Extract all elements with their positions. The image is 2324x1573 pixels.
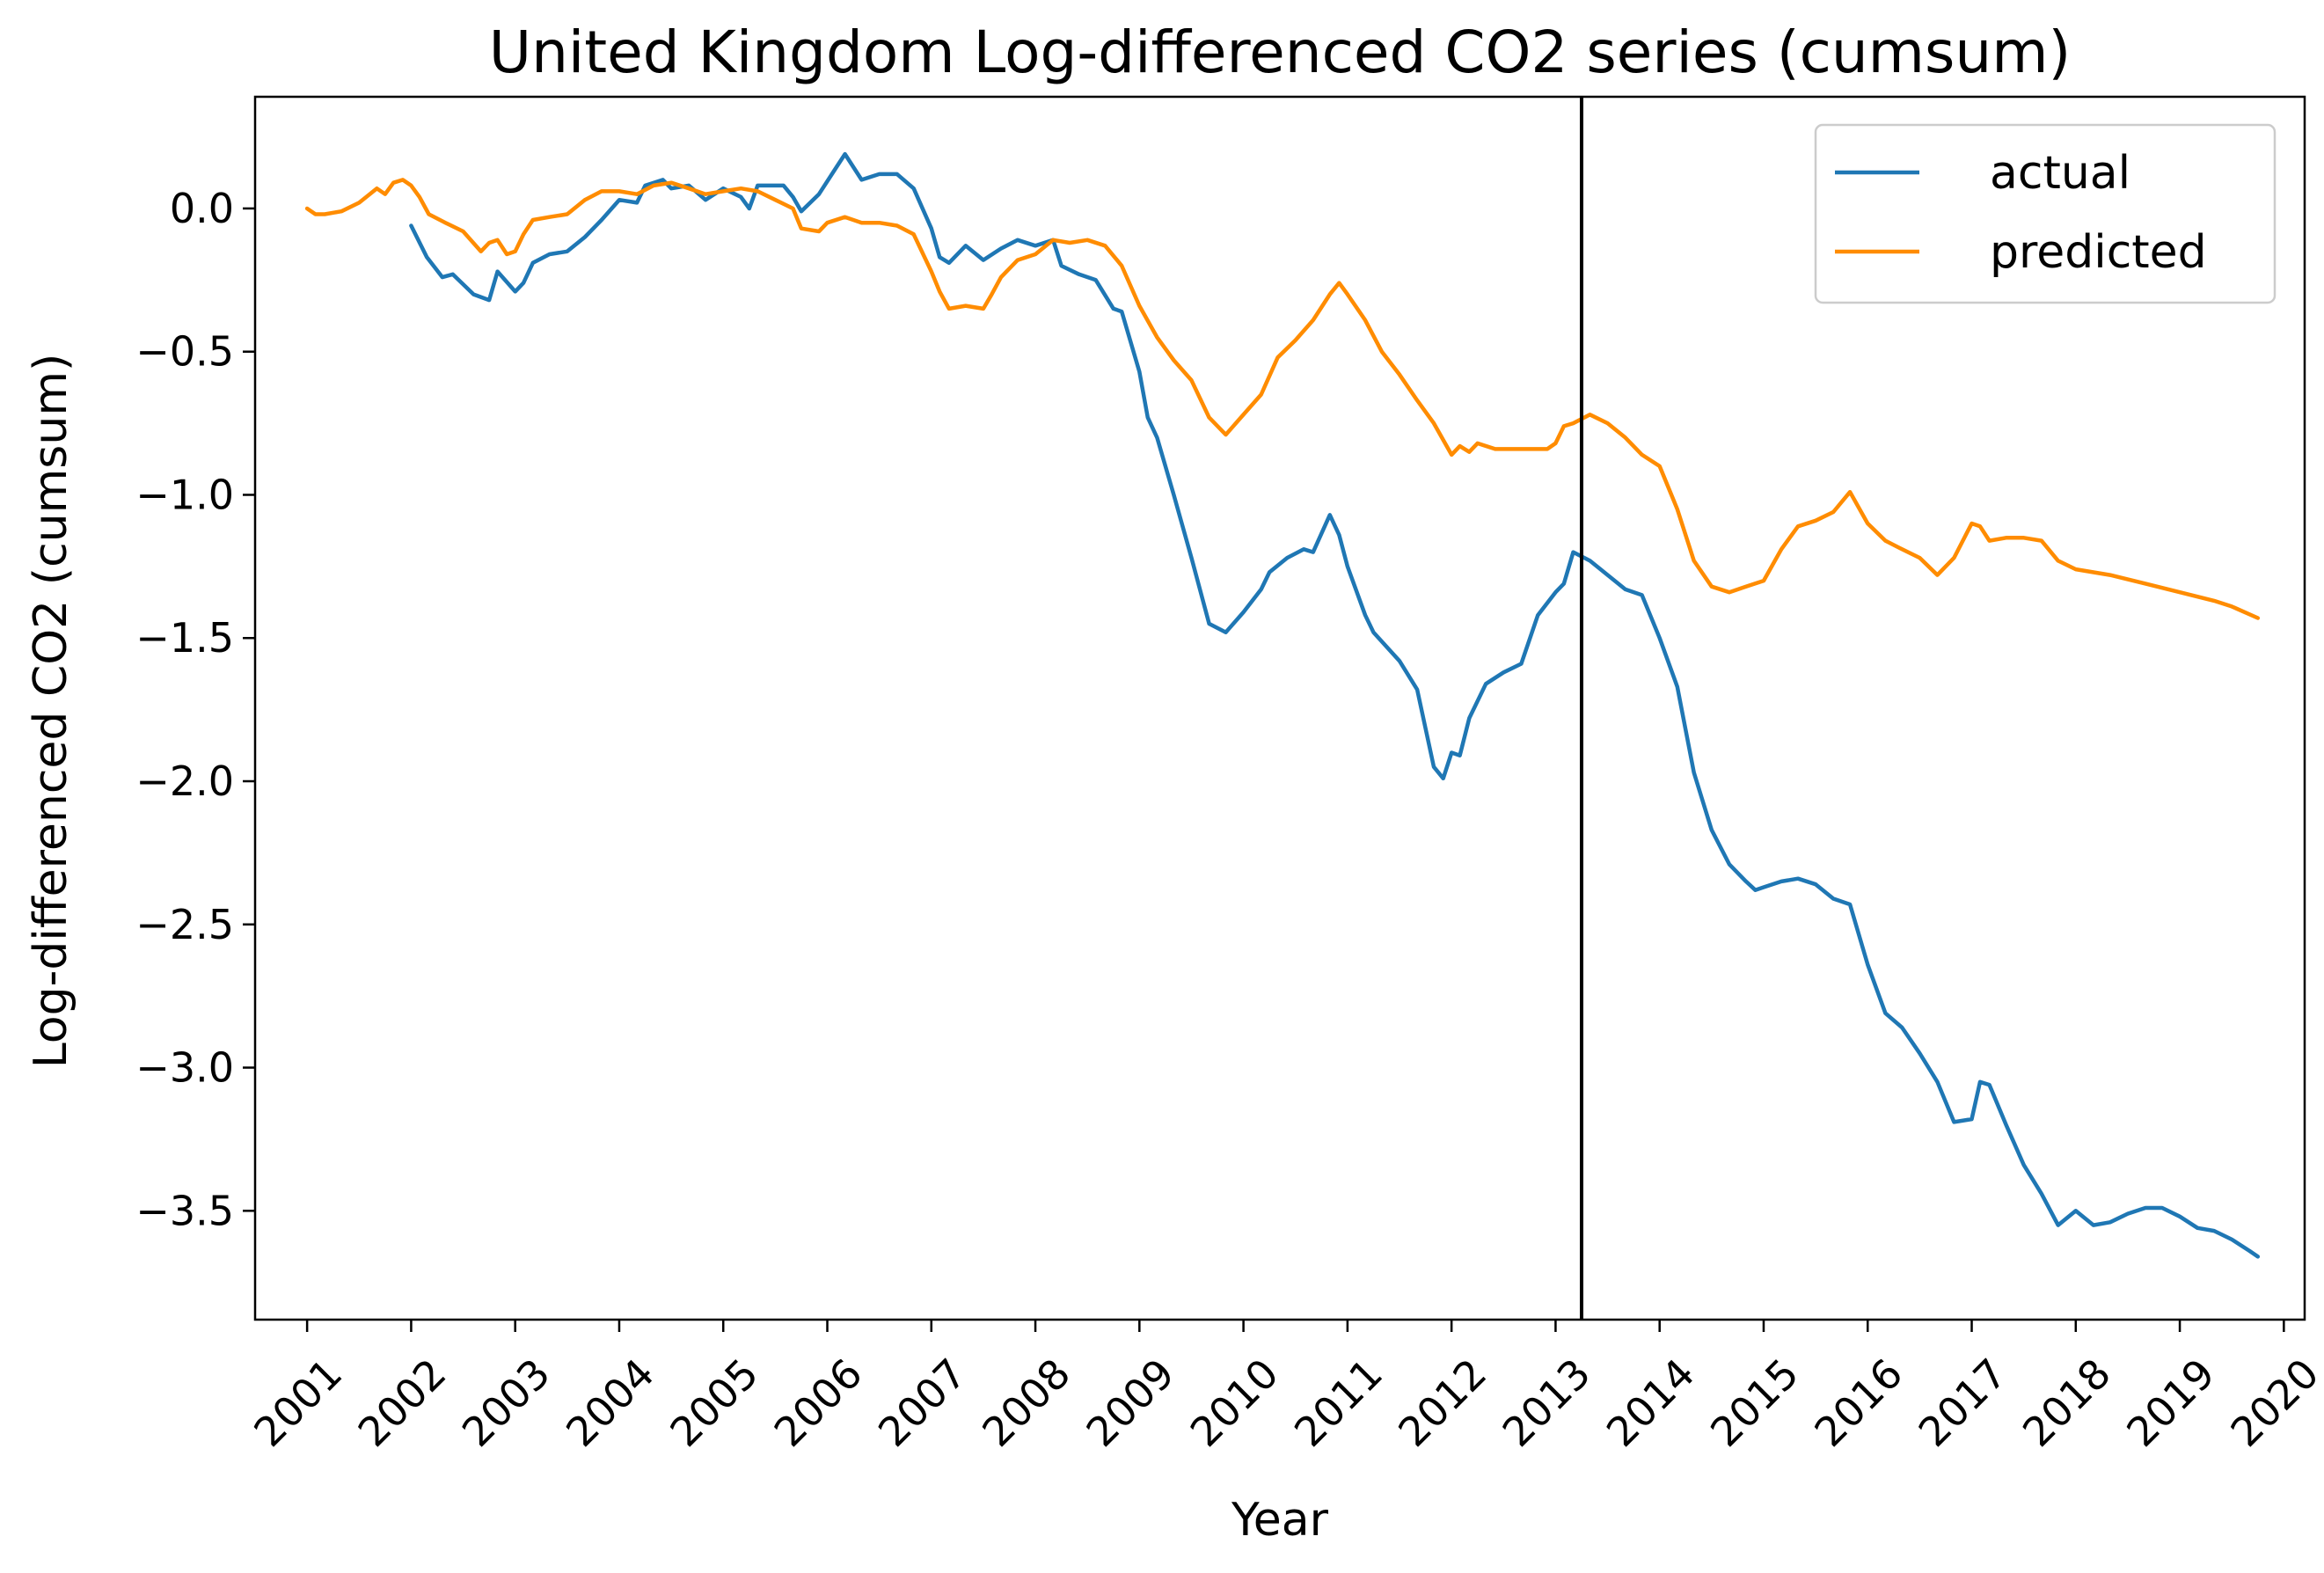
legend-label-predicted: predicted bbox=[1990, 226, 2207, 279]
x-tick-label: 2019 bbox=[2117, 1350, 2224, 1456]
y-tick-label: 0.0 bbox=[170, 185, 234, 232]
x-tick-label: 2007 bbox=[869, 1350, 976, 1456]
x-tick-label: 2002 bbox=[349, 1350, 456, 1456]
legend: actual predicted bbox=[1814, 123, 2276, 304]
x-tick-label: 2001 bbox=[245, 1350, 351, 1456]
x-tick-label: 2014 bbox=[1597, 1350, 1704, 1456]
x-axis-label: Year bbox=[1231, 1494, 1329, 1547]
y-tick-label: −1.0 bbox=[135, 471, 234, 518]
y-tick-label: −1.5 bbox=[135, 614, 234, 662]
x-tick-label: 2015 bbox=[1701, 1350, 1808, 1456]
axis-ticks: 0.0−0.5−1.0−1.5−2.0−2.5−3.0−3.5200120022… bbox=[135, 185, 2324, 1456]
x-tick-label: 2008 bbox=[973, 1350, 1079, 1456]
x-tick-label: 2003 bbox=[453, 1350, 559, 1456]
series-group bbox=[304, 151, 2261, 1259]
x-tick-label: 2010 bbox=[1181, 1350, 1288, 1456]
x-tick-label: 2016 bbox=[1805, 1350, 1911, 1456]
legend-label-actual: actual bbox=[1990, 147, 2130, 200]
series-line-actual bbox=[409, 151, 2261, 1259]
x-tick-label: 2012 bbox=[1389, 1350, 1495, 1456]
x-tick-label: 2004 bbox=[557, 1350, 663, 1456]
y-tick-label: −3.5 bbox=[135, 1187, 234, 1234]
x-tick-label: 2013 bbox=[1494, 1350, 1600, 1456]
y-tick-label: −0.5 bbox=[135, 328, 234, 376]
x-tick-label: 2009 bbox=[1077, 1350, 1183, 1456]
x-tick-label: 2011 bbox=[1285, 1350, 1392, 1456]
y-tick-label: −2.0 bbox=[135, 757, 234, 805]
y-tick-label: −3.0 bbox=[135, 1044, 234, 1092]
x-tick-label: 2020 bbox=[2221, 1350, 2324, 1456]
legend-box bbox=[1814, 123, 2276, 304]
x-tick-label: 2005 bbox=[661, 1350, 767, 1456]
x-tick-label: 2006 bbox=[765, 1350, 872, 1456]
y-axis-label: Log-differenced CO2 (cumsum) bbox=[25, 354, 77, 1069]
plot-frame bbox=[253, 95, 2306, 1321]
x-tick-label: 2018 bbox=[2013, 1350, 2120, 1456]
chart-title: United Kingdom Log-differenced CO2 serie… bbox=[489, 18, 2071, 86]
series-line-predicted bbox=[304, 178, 2261, 620]
y-tick-label: −2.5 bbox=[135, 901, 234, 948]
x-tick-label: 2017 bbox=[1910, 1350, 2016, 1456]
